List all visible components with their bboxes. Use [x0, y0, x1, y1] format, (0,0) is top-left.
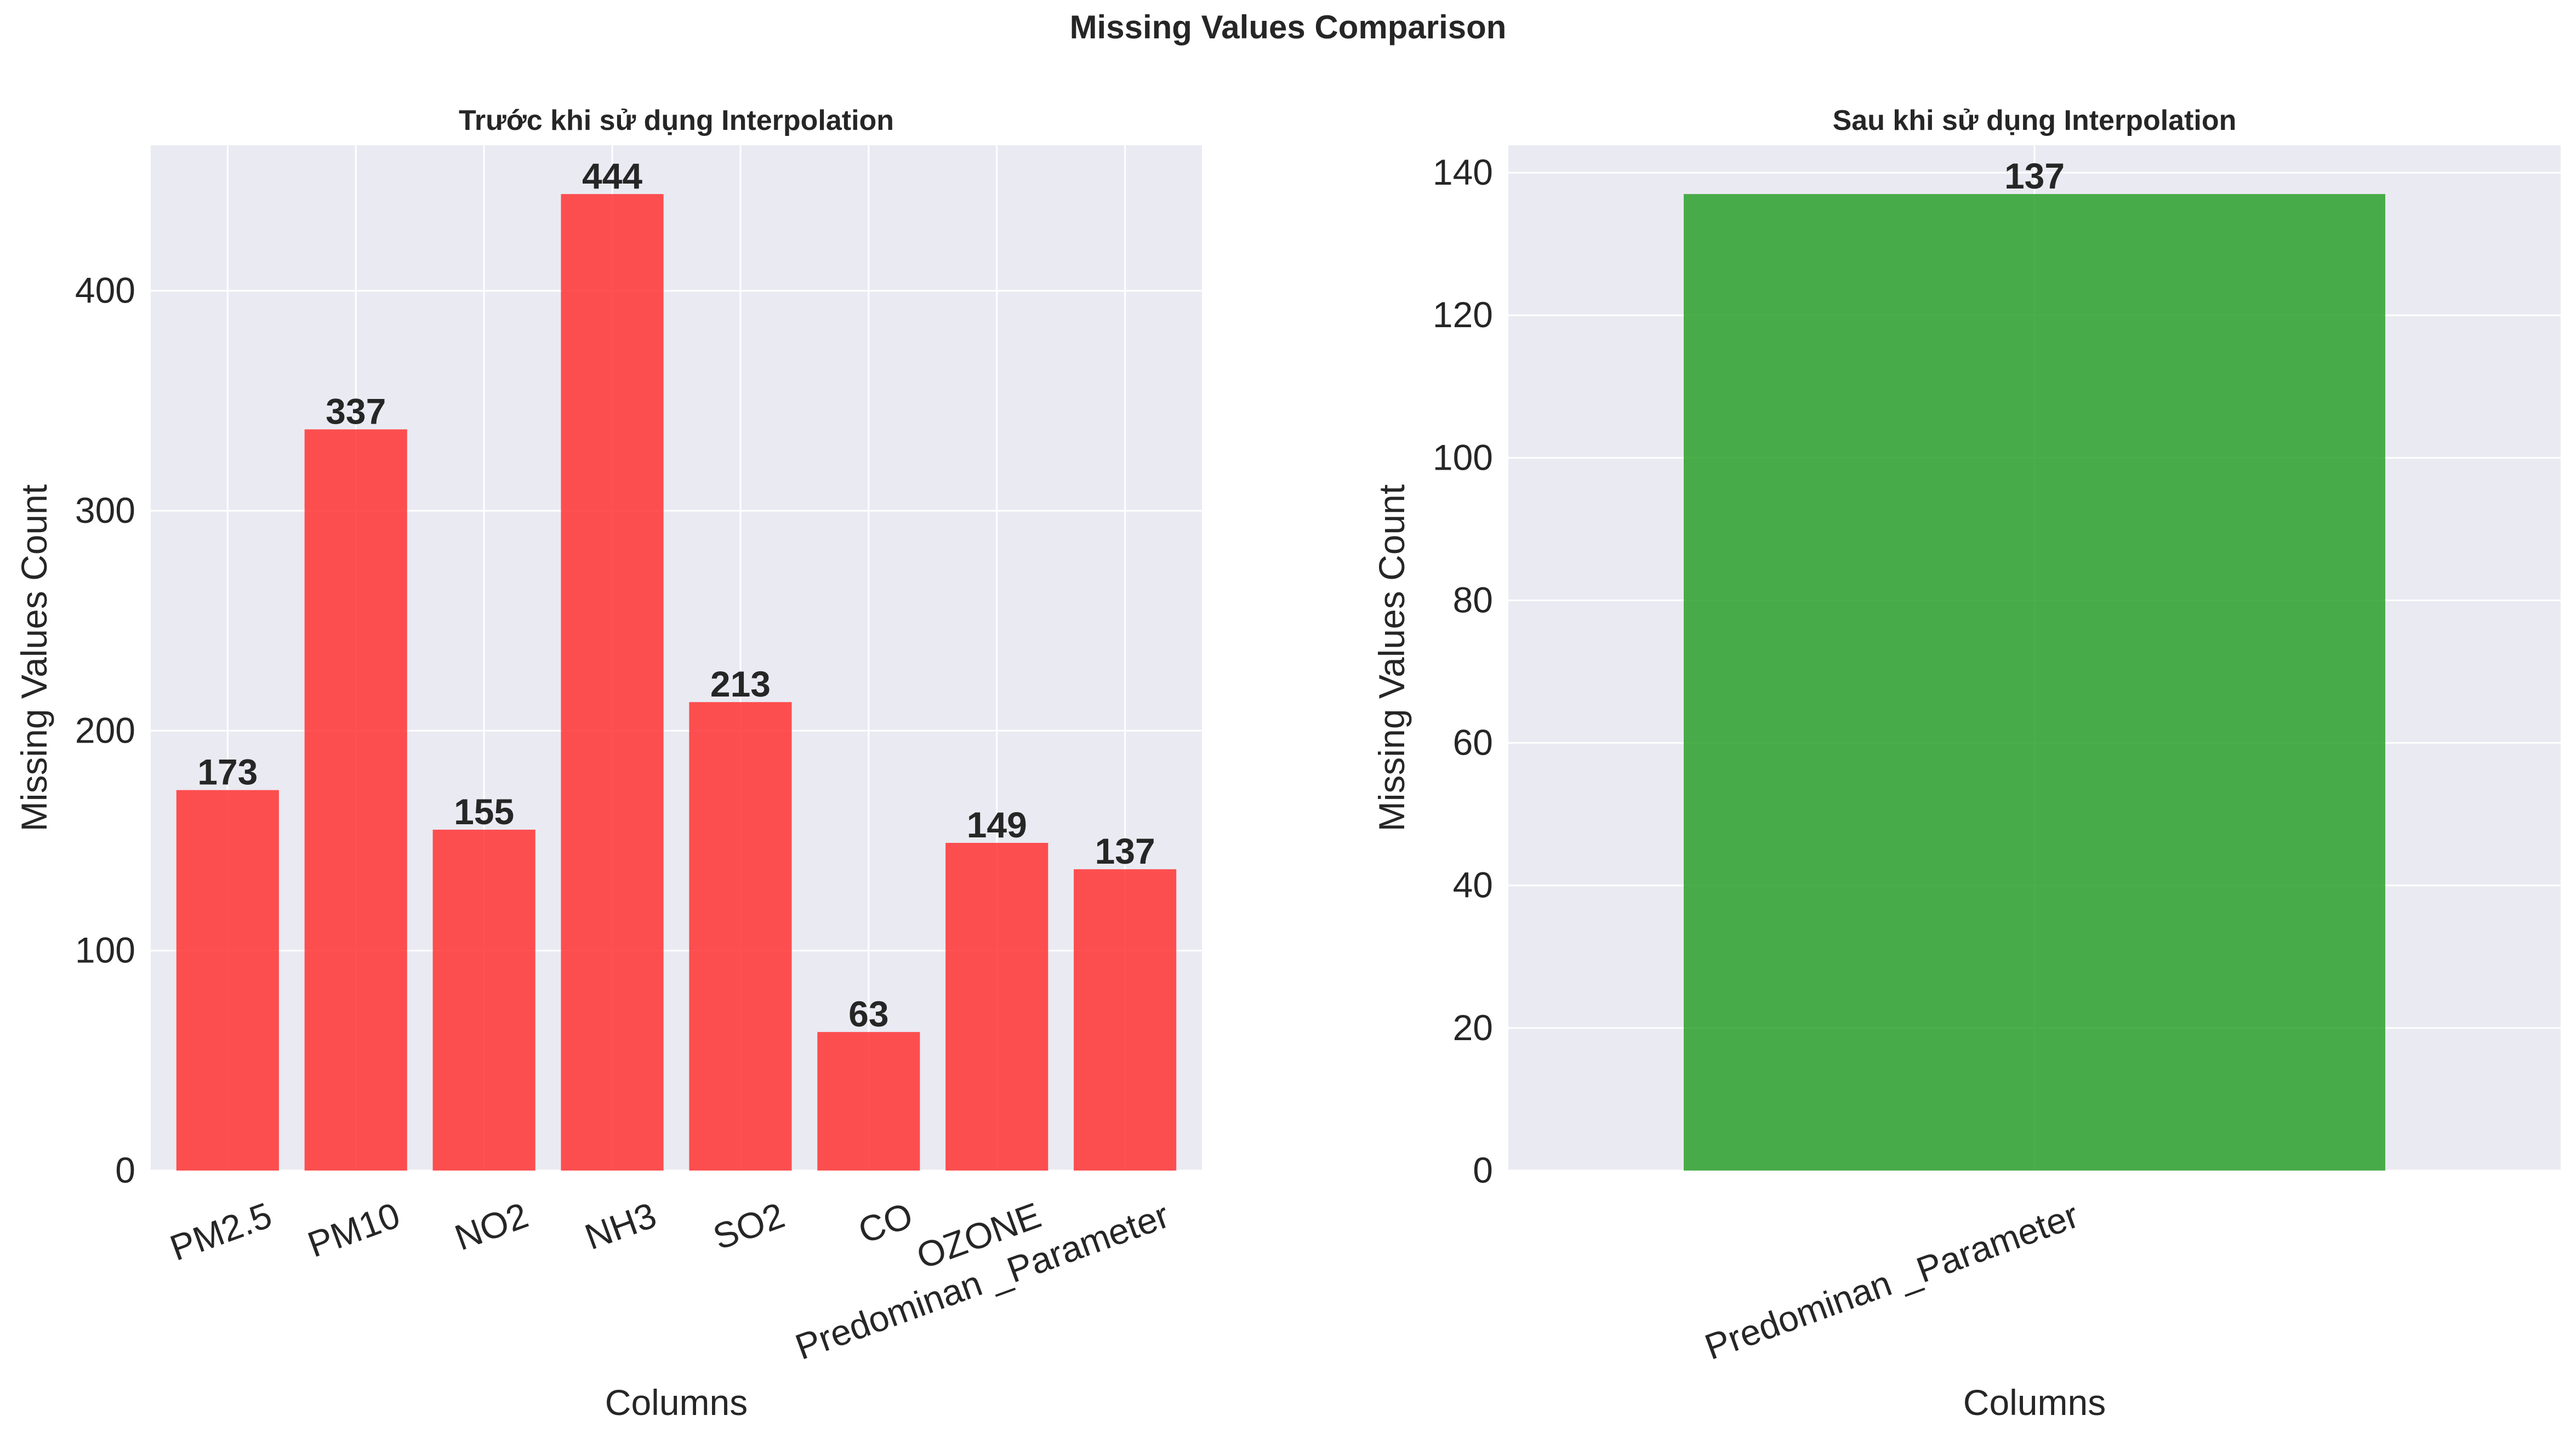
figure-title: Missing Values Comparison [1070, 9, 1507, 45]
right-ytick-label: 80 [1453, 579, 1493, 620]
left-data-label-5: 213 [710, 664, 771, 704]
left-bar-6 [817, 1032, 920, 1171]
left-ytick-label: 100 [75, 930, 135, 971]
right-ytick-label: 140 [1433, 152, 1493, 192]
left-data-label-2: 337 [326, 391, 386, 432]
left-bar-8 [1074, 869, 1177, 1171]
left-ytick-label: 200 [75, 710, 135, 750]
left-bar-2 [304, 429, 407, 1171]
left-ytick-label: 300 [75, 490, 135, 530]
right-ytick-label: 40 [1453, 865, 1493, 905]
left-bar-1 [176, 790, 279, 1171]
right-data-label-1: 137 [2004, 156, 2065, 196]
right-panel-title: Sau khi sử dụng Interpolation [1833, 105, 2237, 136]
right-y-axis-label: Missing Values Count [1371, 484, 1412, 831]
right-x-axis-label: Columns [1963, 1382, 2106, 1423]
left-data-label-1: 173 [197, 752, 258, 792]
right-ytick-label: 60 [1453, 722, 1493, 763]
left-data-label-4: 444 [582, 156, 642, 196]
left-data-label-7: 149 [967, 804, 1027, 845]
left-panel-title: Trước khi sử dụng Interpolation [459, 105, 894, 136]
left-y-axis-label: Missing Values Count [14, 484, 54, 831]
right-bar-1 [1684, 194, 2385, 1171]
right-ytick-label: 20 [1453, 1007, 1493, 1048]
right-ytick-label: 0 [1473, 1150, 1493, 1190]
left-data-label-6: 63 [848, 994, 888, 1034]
left-bar-4 [561, 194, 664, 1171]
left-bar-7 [945, 843, 1048, 1171]
left-ytick-label: 400 [75, 270, 135, 311]
left-ytick-label: 0 [115, 1150, 135, 1190]
left-bar-5 [689, 702, 792, 1171]
right-ytick-label: 100 [1433, 437, 1493, 477]
left-bar-3 [432, 829, 535, 1171]
left-x-axis-label: Columns [605, 1382, 748, 1423]
left-data-label-3: 155 [454, 791, 514, 832]
right-ytick-label: 120 [1433, 294, 1493, 335]
left-data-label-8: 137 [1095, 831, 1155, 871]
left-panel: 173337155444213631491370100200300400PM2.… [14, 105, 1202, 1423]
